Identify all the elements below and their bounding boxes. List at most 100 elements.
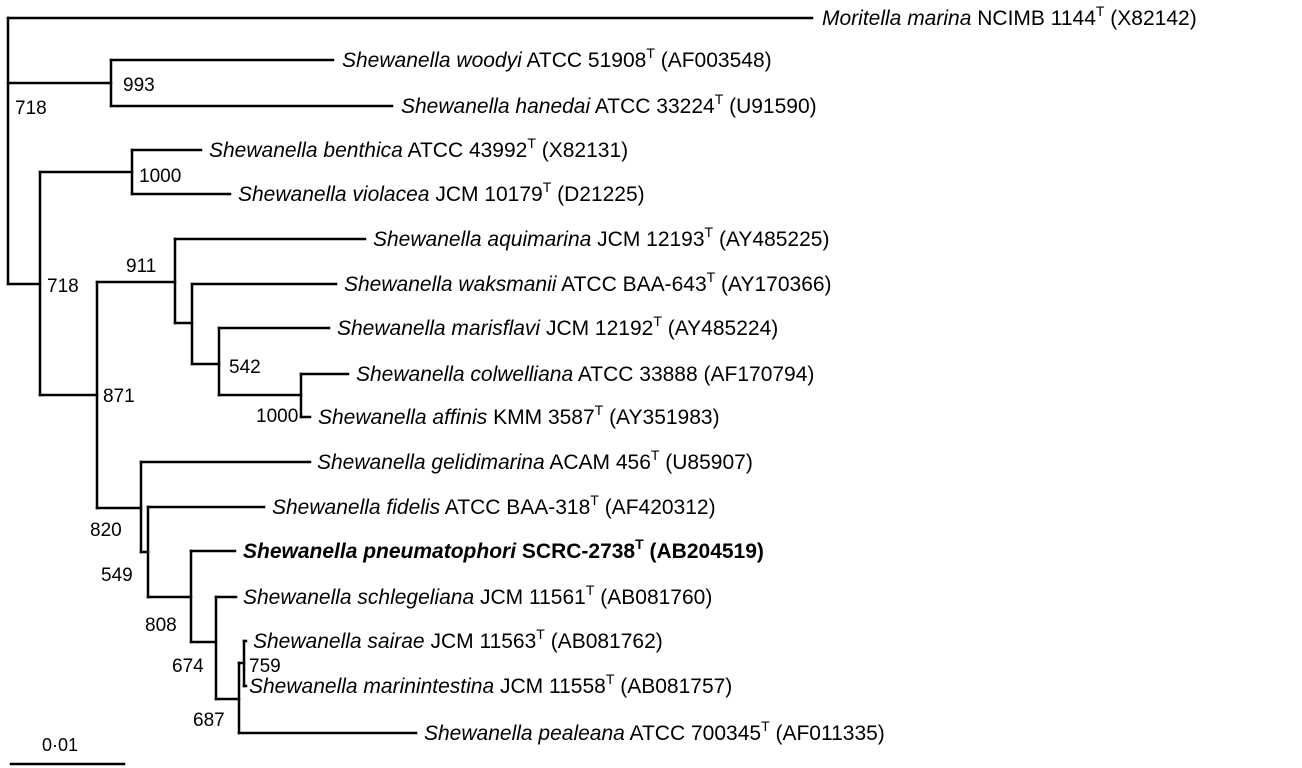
leaf-marisflavi: Shewanella marisflavi JCM 12192T (AY4852… — [337, 313, 778, 340]
leaf-strain: ATCC 43992 — [408, 139, 528, 162]
leaf-accession: (AY170366) — [715, 273, 831, 296]
leaf-type-mark: T — [606, 671, 615, 687]
leaf-strain: JCM 10179 — [435, 183, 542, 206]
leaf-taxon: Shewanella pealeana — [424, 722, 625, 745]
leaf-strain: JCM 11561 — [480, 586, 586, 609]
leaf-taxon: Shewanella colwelliana — [356, 363, 573, 386]
leaf-accession: (AF420312) — [599, 496, 716, 519]
leaf-strain: SCRC-2738 — [522, 540, 636, 563]
leaf-accession: (AY485225) — [713, 228, 829, 251]
leaf-type-mark: T — [715, 91, 724, 107]
leaf-type-mark: T — [1096, 3, 1105, 19]
leaf-accession: (AF003548) — [655, 49, 772, 72]
leaf-type-mark: T — [646, 45, 655, 61]
bootstrap-pneumatophori-group: 808 — [145, 615, 177, 636]
leaf-strain: JCM 12193 — [597, 228, 704, 251]
leaf-type-mark: T — [590, 492, 599, 508]
leaf-taxon: Shewanella gelidimarina — [317, 451, 545, 474]
leaf-accession: (AY351983) — [603, 406, 719, 429]
leaf-moritella: Moritella marina NCIMB 1144T (X82142) — [822, 3, 1197, 30]
leaf-accession: (X82142) — [1104, 7, 1196, 30]
leaf-aquimarina: Shewanella aquimarina JCM 12193T (AY4852… — [373, 224, 829, 251]
bootstrap-colwelliana-affinis: 1000 — [256, 406, 298, 427]
leaf-fidelis: Shewanella fidelis ATCC BAA-318T (AF4203… — [272, 492, 716, 519]
leaf-type-mark: T — [527, 135, 536, 151]
leaf-strain: JCM 11558 — [500, 675, 606, 698]
leaf-accession: (AB081762) — [545, 630, 663, 653]
leaf-labels: Moritella marina NCIMB 1144T (X82142) Sh… — [209, 3, 1197, 745]
leaf-colwelliana: Shewanella colwelliana ATCC 33888 (AF170… — [356, 363, 814, 386]
leaf-taxon: Shewanella fidelis — [272, 496, 441, 519]
leaf-taxon: Shewanella waksmanii — [344, 273, 558, 296]
leaf-type-mark: T — [707, 269, 716, 285]
leaf-taxon: Shewanella affinis — [318, 406, 488, 429]
bootstrap-schlegeliana-group: 674 — [172, 656, 204, 677]
leaf-waksmanii: Shewanella waksmanii ATCC BAA-643T (AY17… — [344, 269, 832, 296]
leaf-strain: ATCC BAA-318 — [445, 496, 591, 519]
leaf-strain: NCIMB 1144 — [977, 7, 1096, 30]
leaf-taxon: Shewanella pneumatophori — [243, 540, 517, 563]
bootstrap-woodyi-hanedai: 993 — [123, 75, 155, 96]
leaf-strain: ATCC BAA-643 — [561, 273, 707, 296]
leaf-gelidimarina: Shewanella gelidimarina ACAM 456T (U8590… — [317, 447, 753, 474]
leaf-type-mark: T — [586, 582, 595, 598]
leaf-strain: ATCC 33888 — [578, 363, 698, 386]
leaf-taxon: Shewanella benthica — [209, 139, 403, 162]
bootstrap-sairae-marinintestina: 759 — [249, 656, 281, 677]
leaf-taxon: Shewanella woodyi — [342, 49, 523, 72]
leaf-strain: ATCC 700345 — [630, 722, 762, 745]
leaf-type-mark: T — [543, 179, 552, 195]
leaf-sairae: Shewanella sairae JCM 11563T (AB081762) — [253, 626, 663, 653]
leaf-taxon: Shewanella marinintestina — [249, 675, 494, 698]
leaf-marinintestina: Shewanella marinintestina JCM 11558T (AB… — [249, 671, 732, 698]
leaf-taxon: Shewanella violacea — [238, 183, 429, 206]
leaf-accession: (AB081760) — [594, 586, 712, 609]
leaf-accession: (D21225) — [551, 183, 644, 206]
bootstrap-marisflavi-group: 542 — [229, 357, 261, 378]
leaf-taxon: Shewanella aquimarina — [373, 228, 591, 251]
leaf-accession: (AB081757) — [614, 675, 732, 698]
leaf-accession: (AY485224) — [662, 317, 778, 340]
leaf-accession: (AB204519) — [644, 540, 764, 563]
leaf-benthica: Shewanella benthica ATCC 43992T (X82131) — [209, 135, 628, 162]
leaf-strain: ACAM 456 — [549, 451, 651, 474]
bootstrap-pealeana-group: 687 — [193, 710, 225, 731]
leaf-pneumatophori: Shewanella pneumatophori SCRC-2738T (AB2… — [243, 536, 764, 563]
bootstrap-two-clades: 871 — [103, 386, 135, 407]
leaf-strain: ATCC 33224 — [595, 95, 715, 118]
leaf-taxon: Shewanella schlegeliana — [243, 586, 474, 609]
branches — [6, 16, 814, 735]
leaf-schlegeliana: Shewanella schlegeliana JCM 11561T (AB08… — [243, 582, 712, 609]
leaf-taxon: Moritella marina — [822, 7, 971, 30]
bootstrap-root-split: 718 — [15, 98, 47, 119]
leaf-taxon: Shewanella sairae — [253, 630, 425, 653]
leaf-taxon: Shewanella hanedai — [401, 95, 591, 118]
leaf-pealeana: Shewanella pealeana ATCC 700345T (AF0113… — [424, 718, 885, 745]
leaf-accession: (X82131) — [536, 139, 628, 162]
scale-bar-label: 0·01 — [42, 735, 78, 755]
bootstrap-fidelis-group: 549 — [101, 565, 133, 586]
scale-bar: 0·01 — [9, 735, 126, 766]
bootstrap-benthica-violacea: 1000 — [139, 166, 181, 187]
leaf-taxon: Shewanella marisflavi — [337, 317, 541, 340]
leaf-accession: (U85907) — [659, 451, 752, 474]
leaf-woodyi: Shewanella woodyi ATCC 51908T (AF003548) — [342, 45, 772, 72]
leaf-type-mark: T — [651, 447, 660, 463]
leaf-type-mark: T — [653, 313, 662, 329]
leaf-hanedai: Shewanella hanedai ATCC 33224T (U91590) — [401, 91, 817, 118]
leaf-type-mark: T — [705, 224, 714, 240]
leaf-strain: JCM 12192 — [546, 317, 653, 340]
bootstrap-aquimarina-group: 911 — [126, 256, 156, 277]
leaf-type-mark: T — [536, 626, 545, 642]
leaf-strain: KMM 3587 — [493, 406, 595, 429]
leaf-strain: ATCC 51908 — [526, 49, 646, 72]
leaf-type-mark: T — [761, 718, 770, 734]
leaf-strain: JCM 11563 — [430, 630, 536, 653]
bootstrap-labels: 993 718 1000 718 911 542 1000 871 820 54… — [15, 75, 298, 731]
leaf-violacea: Shewanella violacea JCM 10179T (D21225) — [238, 179, 645, 206]
bootstrap-gelidimarina-group: 820 — [90, 520, 122, 541]
bootstrap-big-clade: 718 — [47, 276, 79, 297]
leaf-type-mark: T — [635, 536, 644, 552]
